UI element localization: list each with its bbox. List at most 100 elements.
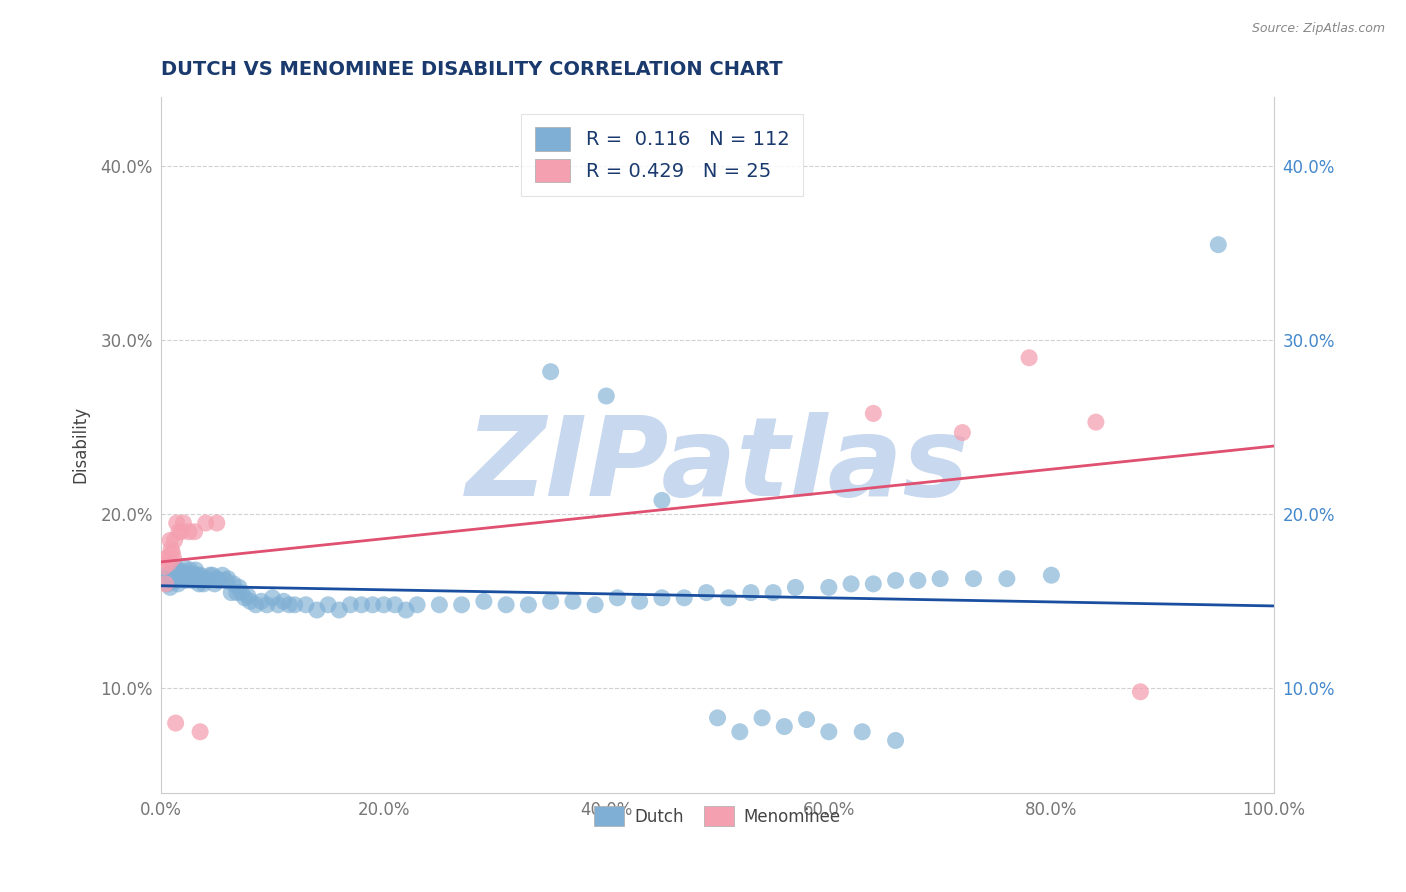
Point [205, 516, 228, 530]
Point [156, 568, 179, 582]
Point [1129, 685, 1152, 699]
Point [187, 568, 209, 582]
Point [236, 589, 259, 603]
Point [628, 594, 651, 608]
Point [183, 524, 205, 539]
Text: Source: ZipAtlas.com: Source: ZipAtlas.com [1251, 22, 1385, 36]
Point [180, 566, 202, 581]
Point [231, 585, 253, 599]
Point [350, 598, 373, 612]
Point [177, 524, 200, 539]
Point [851, 724, 873, 739]
Point [204, 577, 226, 591]
Point [156, 550, 179, 565]
Point [706, 711, 728, 725]
Point [817, 581, 839, 595]
Point [157, 568, 180, 582]
Point [188, 577, 211, 591]
Point [762, 585, 785, 599]
Point [929, 572, 952, 586]
Point [169, 568, 191, 582]
Point [773, 720, 796, 734]
Point [177, 568, 200, 582]
Point [222, 577, 245, 591]
Point [450, 598, 472, 612]
Point [278, 598, 301, 612]
Point [1018, 351, 1040, 365]
Point [796, 713, 818, 727]
Point [595, 389, 617, 403]
Point [194, 516, 217, 530]
Point [1040, 568, 1063, 582]
Point [177, 568, 200, 582]
Point [328, 603, 350, 617]
Point [273, 594, 295, 608]
Point [839, 577, 862, 591]
Point [172, 559, 194, 574]
Point [181, 574, 204, 588]
Point [950, 425, 973, 440]
Point [651, 591, 673, 605]
Point [201, 568, 224, 582]
Point [221, 585, 243, 599]
Point [162, 545, 184, 559]
Point [205, 572, 228, 586]
Point [194, 574, 217, 588]
Point [162, 566, 184, 581]
Point [183, 568, 205, 582]
Point [157, 556, 180, 570]
Legend: Dutch, Menominee: Dutch, Menominee [588, 799, 848, 833]
Point [695, 585, 717, 599]
Point [155, 577, 177, 591]
Point [284, 598, 307, 612]
Point [162, 572, 184, 586]
Point [228, 581, 250, 595]
Point [163, 572, 186, 586]
Point [256, 598, 278, 612]
Point [316, 598, 339, 612]
Point [606, 591, 628, 605]
Point [1084, 415, 1107, 429]
Point [295, 598, 318, 612]
Point [167, 577, 190, 591]
Point [159, 533, 181, 548]
Point [153, 559, 176, 574]
Point [167, 524, 190, 539]
Point [170, 572, 193, 586]
Point [817, 724, 839, 739]
Point [156, 577, 179, 591]
Point [406, 598, 429, 612]
Point [162, 550, 184, 565]
Point [167, 570, 190, 584]
Point [717, 591, 740, 605]
Point [540, 365, 562, 379]
Point [197, 572, 219, 586]
Point [188, 568, 211, 582]
Point [176, 568, 198, 582]
Point [163, 559, 186, 574]
Point [166, 516, 188, 530]
Point [361, 598, 384, 612]
Point [172, 565, 194, 579]
Point [184, 563, 207, 577]
Point [384, 598, 406, 612]
Point [162, 563, 184, 577]
Point [250, 594, 273, 608]
Point [995, 572, 1018, 586]
Point [198, 568, 221, 582]
Point [785, 581, 807, 595]
Point [160, 542, 183, 557]
Point [962, 572, 984, 586]
Text: DUTCH VS MENOMINEE DISABILITY CORRELATION CHART: DUTCH VS MENOMINEE DISABILITY CORRELATIO… [162, 60, 783, 78]
Point [583, 598, 606, 612]
Point [173, 568, 195, 582]
Point [170, 524, 193, 539]
Point [167, 563, 190, 577]
Point [427, 598, 450, 612]
Y-axis label: Disability: Disability [72, 406, 89, 483]
Point [159, 581, 181, 595]
Point [862, 406, 884, 420]
Point [225, 585, 247, 599]
Point [163, 533, 186, 548]
Point [193, 577, 215, 591]
